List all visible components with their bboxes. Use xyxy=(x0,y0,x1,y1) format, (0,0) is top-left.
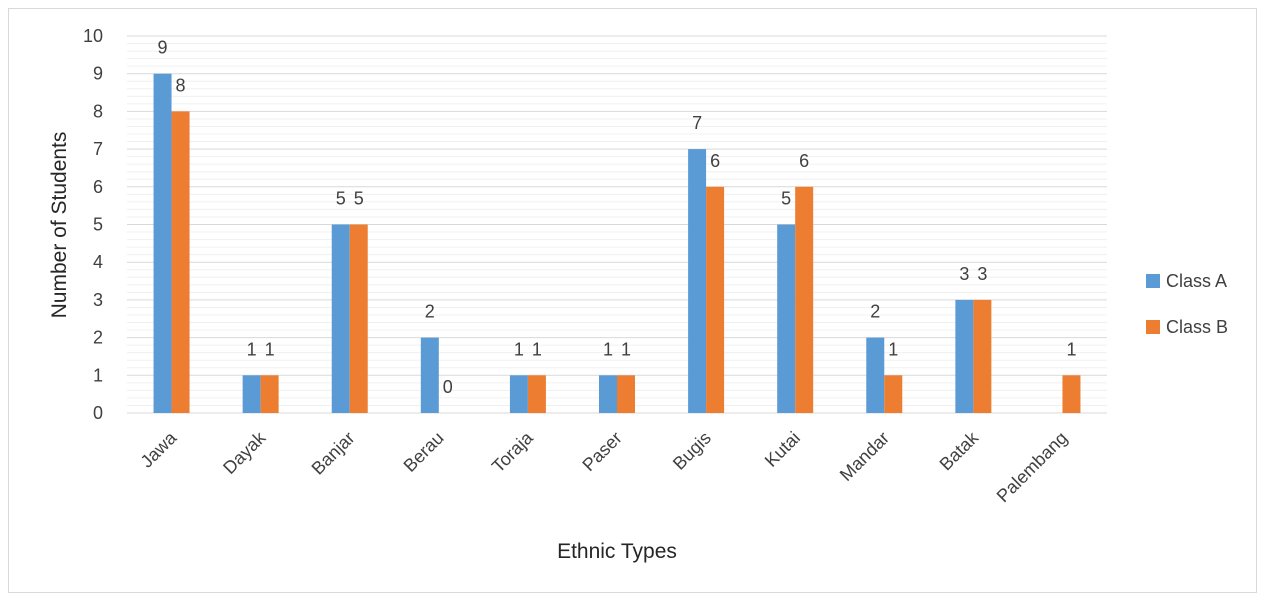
bars xyxy=(153,73,1081,414)
legend: Class A Class B xyxy=(1146,271,1228,337)
data-label: 0 xyxy=(443,377,453,397)
bar xyxy=(420,337,439,413)
bar xyxy=(973,299,992,413)
x-tick-label: Banjar xyxy=(308,428,359,479)
y-axis-ticks: 0 1 2 3 4 5 6 7 8 9 10 xyxy=(83,26,103,423)
bar xyxy=(527,375,546,413)
y-tick-label: 2 xyxy=(93,328,103,348)
bar xyxy=(599,375,617,413)
data-label: 6 xyxy=(799,151,809,171)
x-tick-label: Paser xyxy=(578,428,625,475)
data-label: 1 xyxy=(888,339,898,359)
bar xyxy=(617,375,635,413)
y-tick-label: 5 xyxy=(93,215,103,235)
data-label: 1 xyxy=(1066,339,1076,359)
y-tick-label: 4 xyxy=(93,252,103,272)
bar xyxy=(795,186,814,413)
bar xyxy=(777,224,796,413)
x-tick-label: Berau xyxy=(400,428,448,476)
bar xyxy=(1062,375,1081,413)
legend-label: Class A xyxy=(1166,271,1227,291)
bar xyxy=(866,337,885,413)
y-tick-label: 8 xyxy=(93,101,103,121)
y-tick-label: 10 xyxy=(83,26,103,46)
bar xyxy=(242,375,261,413)
bar xyxy=(331,224,350,413)
chart-frame xyxy=(8,8,1257,593)
data-label: 8 xyxy=(176,75,186,95)
y-tick-label: 0 xyxy=(93,403,103,423)
grid-lines xyxy=(127,35,1107,414)
legend-label: Class B xyxy=(1166,317,1228,337)
data-label: 2 xyxy=(425,302,435,322)
data-label: 1 xyxy=(621,339,631,359)
x-tick-label: Jawa xyxy=(137,427,182,472)
y-tick-label: 6 xyxy=(93,177,103,197)
data-label: 1 xyxy=(532,339,542,359)
data-label: 7 xyxy=(692,113,702,133)
x-tick-label: Palembang xyxy=(993,428,1072,507)
bar xyxy=(509,375,528,413)
legend-swatch xyxy=(1146,320,1160,334)
y-tick-label: 3 xyxy=(93,290,103,310)
x-tick-label: Dayak xyxy=(219,427,270,478)
bar xyxy=(884,375,903,413)
bar xyxy=(955,299,974,413)
bar xyxy=(260,375,279,413)
x-tick-label: Batak xyxy=(936,427,983,474)
data-label: 1 xyxy=(265,339,275,359)
data-label: 1 xyxy=(603,339,613,359)
data-label: 9 xyxy=(158,38,168,58)
data-label: 3 xyxy=(977,264,987,284)
x-tick-label: Mandar xyxy=(836,428,893,485)
x-tick-label: Toraja xyxy=(488,427,538,477)
data-label: 2 xyxy=(870,302,880,322)
x-tick-label: Kutai xyxy=(761,428,804,471)
data-label: 1 xyxy=(247,339,257,359)
data-label: 6 xyxy=(710,151,720,171)
y-tick-label: 1 xyxy=(93,365,103,385)
bar xyxy=(171,111,190,414)
legend-swatch xyxy=(1146,274,1160,288)
bar xyxy=(349,224,368,413)
bar xyxy=(706,186,725,413)
x-tick-label: Bugis xyxy=(669,428,715,474)
y-tick-label: 7 xyxy=(93,139,103,159)
data-label: 5 xyxy=(781,189,791,209)
bar xyxy=(688,149,707,413)
x-axis-title: Ethnic Types xyxy=(557,540,677,563)
data-label: 5 xyxy=(336,189,346,209)
y-axis-title: Number of Students xyxy=(48,132,71,319)
x-axis-ticks: Jawa Dayak Banjar Berau Toraja Paser Bugis Kuta… xyxy=(137,427,1072,506)
data-label: 5 xyxy=(354,189,364,209)
data-label: 1 xyxy=(514,339,524,359)
data-label: 3 xyxy=(959,264,969,284)
y-tick-label: 9 xyxy=(93,64,103,84)
bar xyxy=(153,73,172,413)
